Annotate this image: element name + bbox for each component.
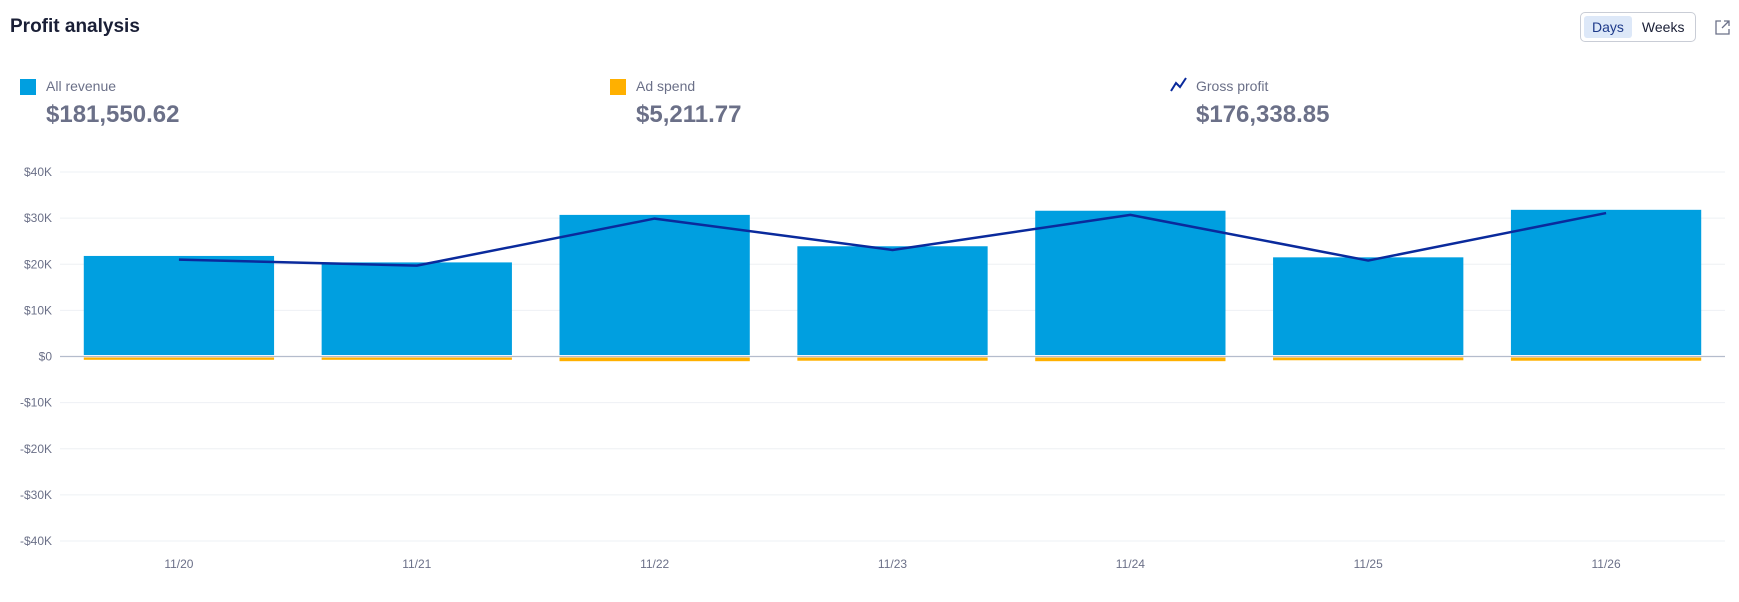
y-tick-label: -$10K bbox=[20, 396, 52, 410]
x-tick-label: 11/25 bbox=[1354, 557, 1383, 571]
square-swatch-icon bbox=[610, 79, 626, 95]
gross-profit-line bbox=[178, 211, 1607, 267]
line-swatch-icon bbox=[1170, 77, 1187, 92]
metric-label: Gross profit bbox=[1196, 78, 1269, 94]
metric-value: $176,338.85 bbox=[1196, 101, 1330, 128]
external-link-icon[interactable] bbox=[1714, 19, 1731, 36]
square-swatch-icon bbox=[20, 79, 36, 95]
ad-spend-bar bbox=[797, 357, 988, 361]
y-tick-label: -$40K bbox=[20, 534, 52, 548]
ad-spend-bar bbox=[321, 357, 512, 360]
revenue-bar bbox=[559, 214, 750, 355]
ad-spend-bar bbox=[1273, 357, 1464, 361]
period-toggle: Days Weeks bbox=[1580, 12, 1696, 42]
revenue-bar bbox=[321, 262, 512, 355]
x-tick-label: 11/20 bbox=[164, 557, 193, 571]
y-tick-label: -$20K bbox=[20, 442, 52, 456]
y-tick-label: $20K bbox=[24, 257, 52, 271]
y-tick-label: -$30K bbox=[20, 488, 52, 502]
weeks-toggle-button[interactable]: Weeks bbox=[1641, 19, 1685, 35]
x-tick-label: 11/22 bbox=[640, 557, 669, 571]
metric-label: Ad spend bbox=[636, 78, 696, 94]
page-title: Profit analysis bbox=[10, 16, 140, 37]
x-tick-label: 11/23 bbox=[878, 557, 907, 571]
revenue-bar bbox=[1273, 257, 1464, 355]
x-tick-label: 11/21 bbox=[402, 557, 431, 571]
x-tick-label: 11/24 bbox=[1116, 557, 1145, 571]
ad-spend-bar bbox=[83, 357, 275, 360]
y-tick-label: $0 bbox=[39, 350, 53, 364]
metric-value: $5,211.77 bbox=[636, 101, 742, 128]
y-tick-label: $10K bbox=[24, 303, 52, 317]
y-tick-label: $30K bbox=[24, 211, 52, 225]
revenue-bar bbox=[83, 255, 275, 355]
revenue-bar bbox=[797, 246, 988, 355]
ad-spend-bar bbox=[1035, 357, 1226, 362]
metric-label: All revenue bbox=[46, 78, 117, 94]
revenue-bar bbox=[1510, 209, 1702, 355]
metric-value: $181,550.62 bbox=[46, 101, 180, 128]
profit-chart: $40K $30K $20K $10K $0 -$10K -$20K -$30K -$40K 11… bbox=[20, 165, 1725, 571]
y-tick-label: $40K bbox=[24, 165, 52, 179]
x-tick-label: 11/26 bbox=[1592, 557, 1621, 571]
days-toggle-button[interactable]: Days bbox=[1584, 16, 1632, 38]
ad-spend-bar bbox=[1510, 357, 1702, 361]
revenue-bar bbox=[1035, 210, 1226, 355]
ad-spend-bar bbox=[559, 357, 750, 362]
